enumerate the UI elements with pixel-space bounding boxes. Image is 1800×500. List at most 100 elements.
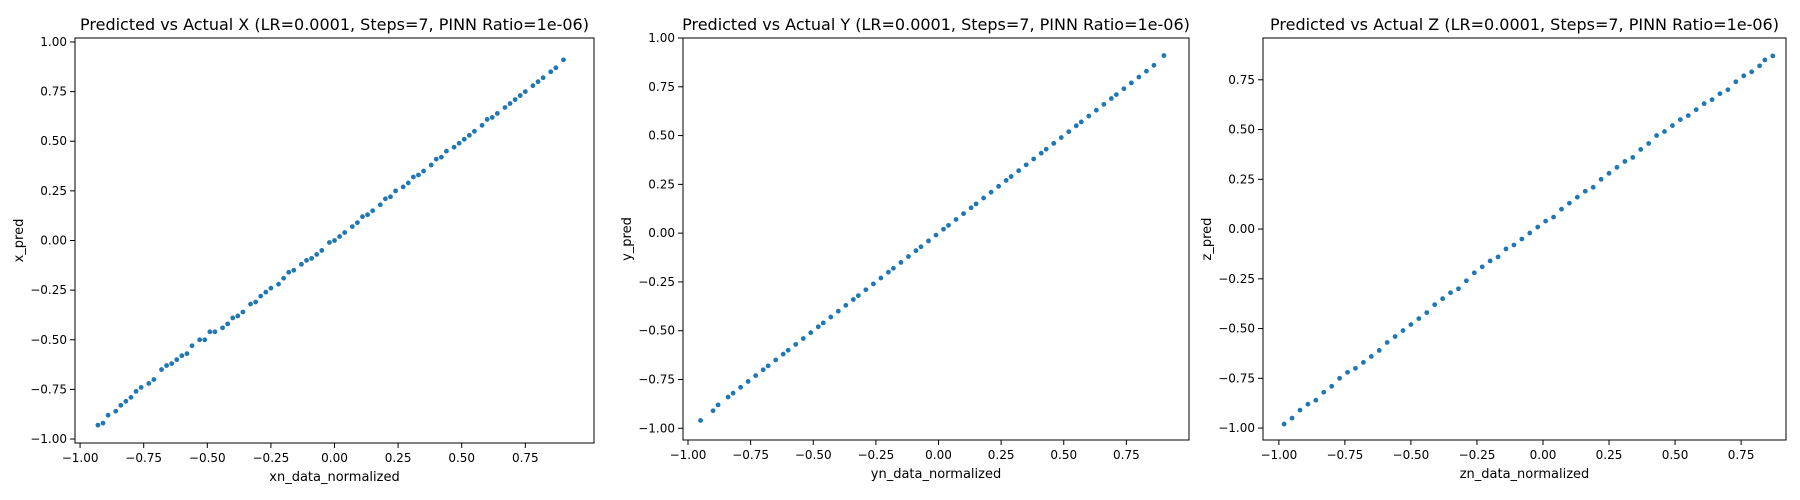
data-point [765,363,771,369]
data-point [1038,150,1044,156]
data-point [304,257,309,263]
data-point [1108,96,1114,101]
y-tick-label: −1.00 [30,432,67,446]
data-point [730,390,736,396]
data-point [444,148,449,154]
data-point [698,418,703,423]
data-point [1416,316,1422,321]
data-point [926,238,931,244]
data-point [1701,101,1707,107]
data-point [1662,129,1667,134]
y-tick-label: −0.75 [638,373,675,387]
y-tick-label: 0.25 [648,177,675,191]
data-point [220,325,225,331]
y-tick-label: −0.50 [638,324,675,338]
data-point [309,255,314,261]
data-point [240,309,246,315]
data-point [507,101,513,106]
data-point [1511,242,1517,248]
data-point [1051,140,1057,146]
data-point [327,240,332,245]
data-point [815,324,821,330]
data-point [828,314,834,320]
data-point [202,337,208,343]
y-tick-label: 0.00 [648,226,675,240]
data-point [184,351,190,357]
plot-frame-y [682,37,1190,441]
data-point [738,384,744,390]
data-point [197,337,203,343]
y-tick-label: 0.00 [1228,222,1255,236]
data-point [988,189,994,195]
data-point [263,289,269,295]
data-point [710,408,716,414]
x-tick-label: 0.00 [321,451,348,465]
data-point [1008,174,1014,179]
data-point [522,89,528,94]
x-tick-label: 0.50 [448,451,475,465]
data-point [1567,200,1572,206]
data-point [388,194,393,200]
data-point [517,93,523,98]
data-point [1093,107,1099,113]
data-point [484,117,490,122]
data-point [95,422,101,428]
data-point [1535,224,1541,230]
data-point [1622,158,1628,164]
data-point [1368,354,1374,359]
data-point [1646,141,1652,146]
data-point [113,408,119,414]
data-point [428,162,434,168]
data-point [248,301,253,307]
data-point [319,248,325,253]
data-point [268,285,274,291]
data-point [151,377,157,382]
data-point [941,226,946,232]
y-tick-label: −0.25 [30,283,67,297]
data-point [1313,397,1319,403]
data-point [1023,162,1029,168]
point-group-x [95,57,566,428]
data-point [438,154,444,160]
data-point [1066,129,1072,135]
data-point [281,275,287,281]
data-point [1598,176,1604,182]
data-point [981,195,986,201]
data-point [1733,79,1739,85]
data-point [1384,340,1390,345]
data-point [906,254,911,259]
data-point [886,269,891,275]
x-tick-label: −1.00 [1260,448,1297,462]
data-point [235,313,241,319]
data-point [1128,80,1134,86]
data-point [843,302,849,308]
data-point [933,232,939,238]
data-point [1670,123,1675,128]
data-point [1456,286,1461,292]
data-point [996,183,1002,189]
x-tick-label: −0.75 [125,451,162,465]
data-point [502,105,508,110]
data-point [535,79,541,85]
data-point [1043,146,1049,152]
data-point [286,269,292,275]
data-point [377,202,383,208]
data-point [1693,107,1699,113]
data-point [314,252,320,257]
data-point [1527,230,1533,236]
data-point [878,275,884,281]
data-point [1297,407,1303,413]
data-point [561,57,566,63]
x-axis-label-x: xn_data_normalized [269,470,399,485]
x-tick-label: 0.50 [1662,448,1689,462]
x-tick-label: −0.25 [253,451,290,465]
x-tick-label: 0.75 [1113,448,1140,462]
data-point [1479,264,1485,270]
data-point [1113,92,1119,97]
data-point [360,214,365,220]
data-point [835,308,841,314]
data-point [1101,101,1107,107]
data-point [553,65,559,71]
data-point [530,83,536,89]
data-point [1503,246,1509,252]
